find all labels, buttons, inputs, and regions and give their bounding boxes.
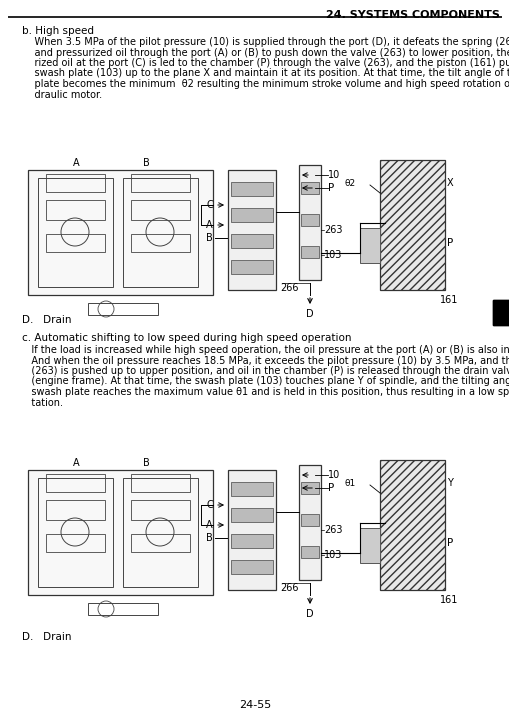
Text: draulic motor.: draulic motor. <box>22 90 102 100</box>
Bar <box>46 200 105 220</box>
Text: c. Automatic shifting to low speed during high speed operation: c. Automatic shifting to low speed durin… <box>22 333 351 343</box>
Bar <box>46 500 105 520</box>
Bar <box>123 478 197 587</box>
Bar <box>379 460 444 590</box>
Text: D: D <box>305 609 313 619</box>
Text: D.   Drain: D. Drain <box>22 632 71 642</box>
Text: 10: 10 <box>327 170 340 180</box>
Bar <box>46 534 105 552</box>
Text: swash plate reaches the maximum value θ1 and is held in this position, thus resu: swash plate reaches the maximum value θ1… <box>22 387 509 397</box>
Text: B: B <box>143 158 149 168</box>
Text: A: A <box>73 158 79 168</box>
Bar <box>359 528 379 563</box>
Bar <box>300 214 318 226</box>
Text: D: D <box>305 309 313 319</box>
Text: 266: 266 <box>279 283 298 293</box>
Text: rized oil at the port (C) is led to the chamber (P) through the valve (263), and: rized oil at the port (C) is led to the … <box>22 58 509 68</box>
Text: 161: 161 <box>439 295 458 305</box>
Bar <box>131 200 190 220</box>
Bar <box>38 178 113 287</box>
Text: P: P <box>446 238 453 248</box>
Text: 10: 10 <box>327 470 340 480</box>
Text: tation.: tation. <box>22 397 63 407</box>
Bar <box>300 482 318 494</box>
Text: A: A <box>206 520 213 530</box>
Bar <box>123 178 197 287</box>
Text: And when the oil pressure reaches 18.5 MPa, it exceeds the pilot pressure (10) b: And when the oil pressure reaches 18.5 M… <box>22 356 509 365</box>
Bar <box>28 170 213 295</box>
Text: A: A <box>206 220 213 230</box>
Bar <box>38 478 113 587</box>
Bar <box>131 534 190 552</box>
Text: plate becomes the minimum  θ2 resulting the minimum stroke volume and high speed: plate becomes the minimum θ2 resulting t… <box>22 79 509 89</box>
Bar <box>231 534 272 548</box>
Bar <box>46 474 105 492</box>
Text: 24-55: 24-55 <box>238 700 271 710</box>
Text: 103: 103 <box>323 250 342 260</box>
Bar <box>88 603 158 615</box>
Text: (engine frame). At that time, the swash plate (103) touches plane Y of spindle, : (engine frame). At that time, the swash … <box>22 377 509 387</box>
Bar <box>231 182 272 196</box>
Text: 263: 263 <box>323 225 342 235</box>
Text: 161: 161 <box>439 595 458 605</box>
Text: C: C <box>206 200 213 210</box>
Text: A: A <box>73 458 79 468</box>
Bar <box>379 160 444 290</box>
Text: C: C <box>206 500 213 510</box>
Bar <box>231 208 272 222</box>
Bar <box>131 234 190 252</box>
Text: Y: Y <box>446 478 452 488</box>
Text: P: P <box>327 183 333 193</box>
Text: D.   Drain: D. Drain <box>22 315 71 325</box>
Text: If the load is increased while high speed operation, the oil pressure at the por: If the load is increased while high spee… <box>22 345 509 355</box>
Text: θ2: θ2 <box>344 178 355 188</box>
Text: When 3.5 MPa of the pilot pressure (10) is supplied through the port (D), it def: When 3.5 MPa of the pilot pressure (10) … <box>22 37 509 47</box>
Bar <box>46 174 105 192</box>
Text: B: B <box>206 233 213 243</box>
Bar <box>300 182 318 194</box>
Text: θ1: θ1 <box>344 478 356 488</box>
Bar <box>231 560 272 574</box>
Bar <box>131 474 190 492</box>
Bar <box>298 165 320 280</box>
Bar <box>228 470 275 590</box>
Text: and pressurized oil through the port (A) or (B) to push down the valve (263) to : and pressurized oil through the port (A)… <box>22 47 509 57</box>
Bar <box>88 303 158 315</box>
Bar <box>231 260 272 274</box>
Text: B: B <box>206 533 213 543</box>
Text: b. High speed: b. High speed <box>22 26 94 36</box>
Bar <box>228 170 275 290</box>
Text: 266: 266 <box>279 583 298 593</box>
Text: X: X <box>446 178 453 188</box>
Text: 24. SYSTEMS COMPONENTS: 24. SYSTEMS COMPONENTS <box>325 10 499 20</box>
Text: B: B <box>143 458 149 468</box>
Text: (263) is pushed up to upper position, and oil in the chamber (P) is released thr: (263) is pushed up to upper position, an… <box>22 366 509 376</box>
Bar <box>131 500 190 520</box>
Bar <box>300 546 318 558</box>
Text: P: P <box>327 483 333 493</box>
Bar <box>231 482 272 496</box>
Text: swash plate (103) up to the plane X and maintain it at its position. At that tim: swash plate (103) up to the plane X and … <box>22 69 509 79</box>
Text: 263: 263 <box>323 525 342 535</box>
Bar <box>131 174 190 192</box>
Bar <box>231 234 272 248</box>
Bar <box>298 465 320 580</box>
Text: 103: 103 <box>323 550 342 560</box>
Bar <box>359 228 379 263</box>
Bar <box>46 234 105 252</box>
Text: P: P <box>446 538 453 548</box>
Bar <box>300 246 318 258</box>
Bar <box>492 300 509 325</box>
Bar <box>492 300 509 325</box>
Bar <box>231 508 272 522</box>
Bar <box>28 470 213 595</box>
Bar <box>300 514 318 526</box>
